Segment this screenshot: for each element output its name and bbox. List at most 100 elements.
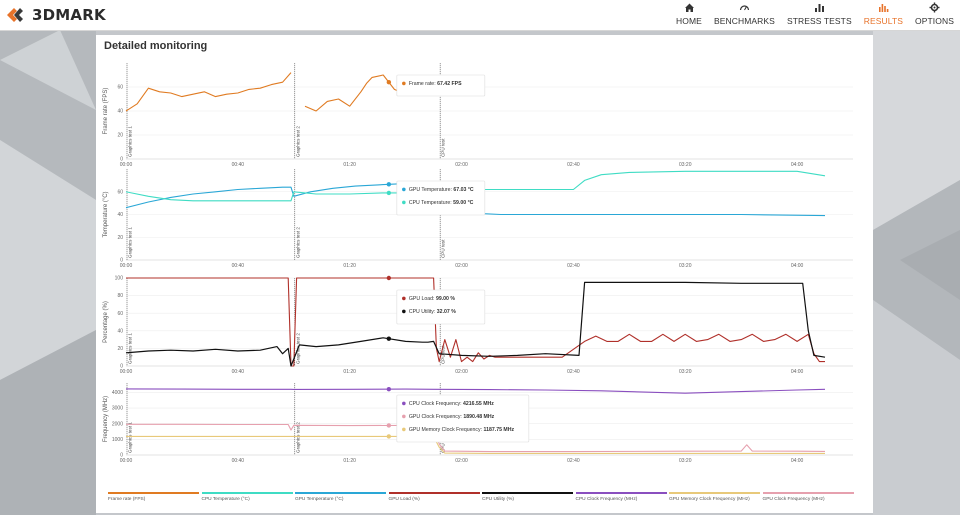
- legend-item[interactable]: CPU Utility (%): [482, 492, 576, 506]
- x-tick-label: 00:00: [120, 458, 133, 464]
- y-tick-label: 80: [117, 293, 123, 299]
- series-line: [126, 423, 826, 453]
- y-tick-label: 0: [120, 258, 123, 264]
- x-tick-label: 00:00: [120, 369, 133, 375]
- legend-swatch: [482, 492, 573, 494]
- nav-label: BENCHMARKS: [713, 16, 775, 26]
- nav-label: HOME: [676, 16, 702, 26]
- nav-results[interactable]: RESULTS: [858, 0, 909, 30]
- legend-item[interactable]: GPU Memory Clock Frequency (MHz): [669, 492, 763, 506]
- legend-item[interactable]: Frame rate (FPS): [108, 492, 202, 506]
- legend-item[interactable]: GPU Temperature (°C): [295, 492, 389, 506]
- hover-point: [386, 423, 392, 428]
- tooltip: [396, 289, 486, 325]
- tooltip-text: GPU Load: 99.00 %: [409, 296, 456, 302]
- x-tick-label: 00:40: [232, 458, 245, 464]
- tooltip-marker: [402, 200, 406, 205]
- legend-swatch: [108, 492, 199, 494]
- x-tick-label: 02:00: [455, 162, 468, 168]
- tooltip-label: GPU Memory Clock Frequency:: [409, 427, 484, 433]
- x-tick-label: 01:20: [343, 162, 356, 168]
- legend-item[interactable]: CPU Clock Frequency (MHz): [575, 492, 670, 506]
- tooltip-value: 32.07 %: [437, 309, 456, 315]
- y-tick-label: 4000: [112, 390, 123, 396]
- tooltip-value: 67.42 FPS: [437, 81, 462, 87]
- nav-benchmarks[interactable]: BENCHMARKS: [708, 0, 781, 30]
- legend-swatch: [762, 492, 854, 494]
- x-tick-label: 00:00: [120, 162, 133, 168]
- home-icon: [684, 3, 694, 12]
- legend-label: Frame rate (FPS): [108, 497, 146, 502]
- tooltip-text: CPU Clock Frequency: 4216.55 MHz: [409, 401, 494, 407]
- legend-label: GPU Temperature (°C): [295, 497, 344, 502]
- y-tick-label: 2000: [112, 421, 123, 427]
- legend-item[interactable]: CPU Temperature (°C): [201, 492, 296, 506]
- legend-item[interactable]: GPU Load (%): [388, 492, 483, 506]
- app-logo[interactable]: 3DMARK: [6, 4, 106, 26]
- nav-label: OPTIONS: [915, 16, 954, 26]
- hover-point: [386, 182, 392, 187]
- x-tick-label: 01:20: [343, 369, 356, 375]
- legend-label: CPU Utility (%): [482, 497, 514, 502]
- section-label: CPU test: [441, 138, 446, 157]
- tooltip-marker: [402, 187, 406, 192]
- x-tick-label: 02:40: [567, 458, 580, 464]
- y-axis-label: Frame rate (FPS): [103, 88, 109, 135]
- x-tick-label: 02:40: [567, 263, 580, 269]
- x-tick-label: 02:00: [455, 458, 468, 464]
- x-tick-label: 03:20: [679, 369, 692, 375]
- tooltip-text: GPU Temperature: 67.03 °C: [409, 187, 474, 193]
- tooltip-marker: [402, 81, 406, 86]
- legend-label: GPU Load (%): [388, 497, 420, 502]
- tooltip-value: 4216.55 MHz: [463, 401, 494, 407]
- y-axis-label: Frequency (MHz): [103, 396, 109, 442]
- tooltip-label: GPU Temperature:: [409, 187, 454, 193]
- legend-label: CPU Temperature (°C): [201, 497, 250, 502]
- x-tick-label: 03:20: [679, 263, 692, 269]
- y-tick-label: 40: [117, 212, 123, 218]
- y-tick-label: 20: [117, 133, 123, 139]
- y-tick-label: 20: [117, 346, 123, 352]
- tooltip-marker: [402, 309, 406, 314]
- legend-label: GPU Memory Clock Frequency (MHz): [669, 497, 750, 502]
- logo-mark-icon: [7, 8, 23, 22]
- tooltip-marker: [402, 414, 406, 419]
- y-tick-label: 100: [115, 276, 124, 282]
- y-tick-label: 3000: [112, 406, 123, 412]
- nav-options[interactable]: OPTIONS: [909, 0, 960, 30]
- gauge-icon: [739, 5, 750, 11]
- tooltip-marker: [402, 296, 406, 301]
- chart-4: 0 1000 2000 3000 4000 00:00 00:40 01:20 02:00 02:…: [103, 383, 853, 464]
- tooltip-label: CPU Temperature:: [409, 200, 453, 206]
- main-nav: HOME BENCHMARKS STRESS TESTS RESULTS OPTIONS: [670, 0, 960, 30]
- tooltip-label: CPU Utility:: [409, 309, 437, 315]
- nav-home[interactable]: HOME: [670, 0, 708, 30]
- y-tick-label: 0: [120, 453, 123, 459]
- monitoring-charts[interactable]: 0 20 40 60 00:00 00:40 01:20 02:00 02:40 03:20 04:…: [96, 35, 873, 513]
- chart-2: 0 20 40 60 00:00 00:40 01:20 02:00 02:40 03:20 04:…: [103, 169, 853, 269]
- chart-legend: Frame rate (FPS) CPU Temperature (°C) GPU …: [108, 492, 858, 506]
- y-tick-label: 60: [117, 311, 123, 317]
- tooltip-value: 67.03 °C: [453, 187, 473, 193]
- tooltip-value: 59.00 °C: [453, 200, 473, 206]
- section-label: Graphics test 1: [128, 227, 133, 258]
- section-label: CPU test: [441, 434, 446, 453]
- tooltip-text: CPU Utility: 32.07 %: [409, 309, 456, 315]
- tooltip: [396, 180, 486, 216]
- nav-label: RESULTS: [863, 16, 904, 26]
- section-label: Graphics test 2: [295, 227, 300, 258]
- nav-stress-tests[interactable]: STRESS TESTS: [781, 0, 858, 30]
- tooltip-label: GPU Clock Frequency:: [409, 414, 464, 420]
- legend-swatch: [669, 492, 760, 494]
- y-tick-label: 0: [120, 364, 123, 370]
- x-tick-label: 03:20: [679, 162, 692, 168]
- y-axis-label: Percentage (%): [103, 301, 109, 343]
- x-tick-label: 02:00: [455, 263, 468, 269]
- section-label: CPU test: [441, 239, 446, 258]
- legend-item[interactable]: GPU Clock Frequency (MHz): [762, 492, 857, 506]
- panel-title: Detailed monitoring: [104, 40, 208, 52]
- section-label: Graphics test 1: [128, 333, 133, 364]
- y-tick-label: 60: [117, 85, 123, 91]
- tooltip-value: 1187.75 MHz: [484, 427, 515, 433]
- y-tick-label: 1000: [112, 437, 123, 443]
